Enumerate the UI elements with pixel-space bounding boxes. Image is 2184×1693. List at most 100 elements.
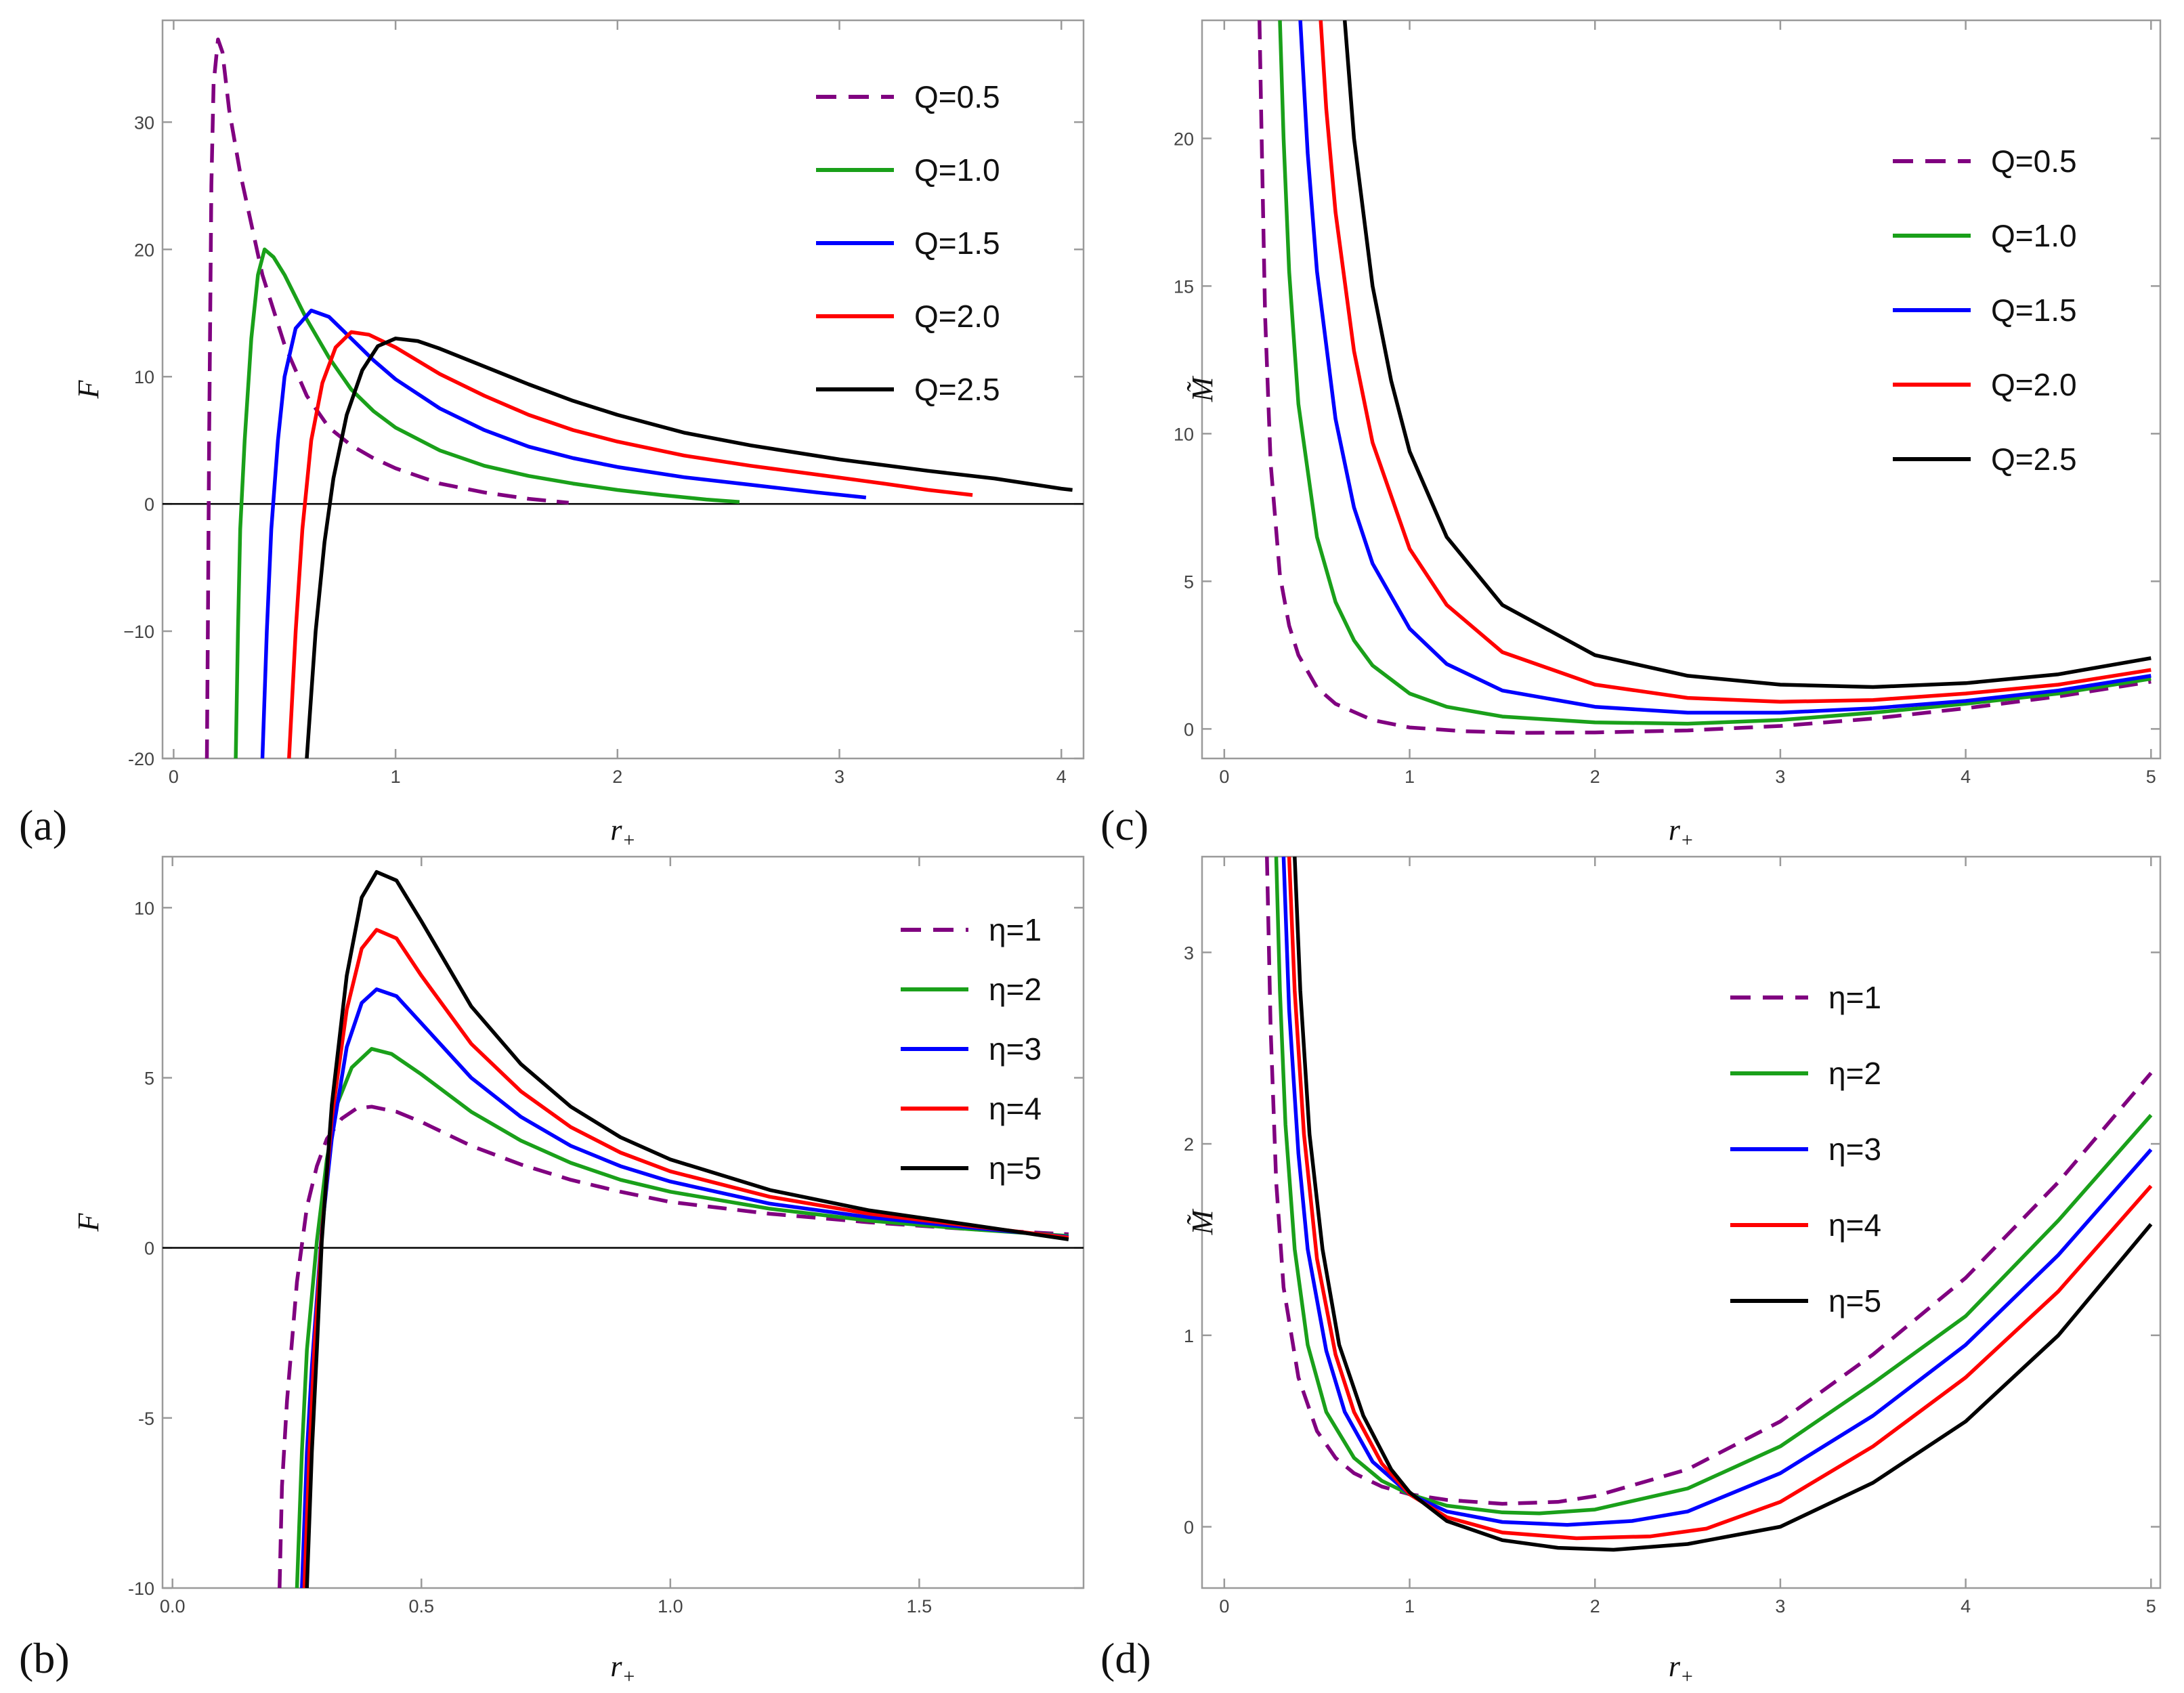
x-tick-label: 1 [391, 767, 401, 787]
y-tick-label: −10 [123, 622, 154, 642]
y-tick-label: 0 [144, 1239, 154, 1259]
y-axis-title: M̃ [1186, 375, 1219, 402]
legend: η=1 η=2 η=3 η=4 η=5 [901, 912, 1042, 1186]
x-axis-title: r+ [1669, 1650, 1694, 1688]
y-axis-title: F [72, 1212, 105, 1232]
panel-b: 0.0 0.5 1.0 1.5 -10 -5 0 5 10 η=1 η=2 η=3 η=4 η=5 r+ F (… [19, 855, 1085, 1688]
y-tick-label: -20 [128, 749, 154, 769]
y-tick-label: -10 [128, 1579, 154, 1599]
y-tick-label: -5 [138, 1409, 154, 1429]
legend-label: Q=1.5 [1991, 293, 2077, 328]
x-tick-label: 4 [1961, 767, 1971, 787]
y-axis-title: F [72, 379, 105, 399]
legend-label: Q=1.0 [1991, 218, 2077, 253]
series-line-η=3 [300, 987, 1069, 1588]
x-axis-title: r+ [610, 1650, 635, 1688]
y-tick-label: 1 [1184, 1326, 1194, 1346]
x-tick-label: 0 [1219, 767, 1229, 787]
x-tick-label: 3 [1775, 1596, 1785, 1616]
legend-label: η=5 [989, 1151, 1042, 1186]
plot-frame [1201, 19, 2162, 760]
legend-label: η=3 [1828, 1132, 1881, 1167]
panel-letter: (b) [19, 1634, 70, 1682]
panel-letter: (a) [19, 801, 67, 849]
x-tick-label: 0 [1219, 1596, 1229, 1616]
series-line-Q=2.0 [1319, 20, 2151, 704]
panel-d: 0 1 2 3 4 5 0 1 2 3 η=1 η=2 η=3 η=4 η=5 r+ M̃ (d) [1100, 855, 2162, 1688]
x-tick-label: 1 [1405, 767, 1415, 787]
x-tick-label: 0.0 [160, 1596, 186, 1616]
x-tick-label: 3 [834, 767, 844, 787]
series-line-Q=1.0 [1278, 20, 2151, 726]
series-line-Q=2.5 [1342, 20, 2151, 689]
x-tick-label: 4 [1056, 767, 1067, 787]
x-axis-title: r+ [610, 813, 635, 851]
series-line-Q=2.0 [287, 330, 973, 758]
y-axis-title: M̃ [1186, 1208, 1219, 1235]
y-tick-label: 0 [1184, 1518, 1194, 1538]
legend: Q=0.5 Q=1.0 Q=1.5 Q=2.0 Q=2.5 [816, 79, 1000, 407]
panel-a: 0 1 2 3 4-20−100102030Q=0.5Q=1.0Q=1.5Q=2.0Q=… [19, 19, 1085, 851]
y-tick-label: 15 [1174, 276, 1194, 297]
plot-frame [161, 19, 1085, 760]
series-line-η=4 [1287, 857, 2153, 1541]
x-axis-title: r+ [1669, 813, 1694, 851]
legend-label: η=4 [989, 1091, 1042, 1126]
x-tick-label: 0 [169, 767, 179, 787]
y-tick-label: 30 [134, 112, 154, 133]
series-line-η=2 [295, 1047, 1069, 1588]
series-line-η=3 [1281, 857, 2153, 1527]
legend-label: Q=0.5 [1991, 144, 2077, 179]
panel-c: 0 1 2 3 4 5 0 5 10 15 20 Q=0.5 Q=1.0 Q=1.5 Q=2.0 Q=2.5 r… [1100, 19, 2162, 851]
series-line-Q=1.5 [1298, 20, 2151, 715]
y-tick-label: 5 [1184, 572, 1194, 592]
x-tick-label: 2 [612, 767, 622, 787]
legend-label: η=4 [1828, 1207, 1881, 1243]
series-line-Q=2.5 [305, 337, 1073, 758]
legend-label: Q=1.0 [914, 152, 1000, 188]
legend-label: Q=2.5 [914, 372, 1000, 407]
y-tick-label: 20 [134, 240, 154, 260]
legend: Q=0.5 Q=1.0 Q=1.5 Q=2.0 Q=2.5 [1893, 144, 2077, 477]
legend: η=1 η=2 η=3 η=4 η=5 [1730, 980, 1881, 1319]
legend-label: η=1 [989, 912, 1042, 947]
x-tick-label: 3 [1775, 767, 1785, 787]
series-line-η=5 [305, 870, 1069, 1588]
y-tick-label: 2 [1184, 1134, 1194, 1155]
legend-label: η=5 [1828, 1283, 1881, 1319]
y-tick-label: 10 [1174, 424, 1194, 444]
series-line-Q=0.5 [1258, 20, 2151, 735]
y-tick-label: 5 [144, 1069, 154, 1089]
series-line-η=1 [278, 1105, 1069, 1588]
series-line-Q=0.5 [205, 37, 569, 758]
y-tick-label: 0 [144, 494, 154, 515]
y-tick-label: 3 [1184, 943, 1194, 963]
plot-frame [1201, 855, 2162, 1589]
panel-letter: (d) [1100, 1634, 1151, 1682]
series-line-η=1 [1265, 857, 2153, 1506]
series-line-η=5 [1293, 857, 2153, 1552]
y-tick-label: 0 [1184, 719, 1194, 740]
plot-frame [161, 855, 1085, 1589]
x-tick-label: 5 [2146, 1596, 2156, 1616]
legend-label: Q=1.5 [914, 226, 1000, 261]
legend-label: Q=2.0 [914, 299, 1000, 334]
y-tick-label: 20 [1174, 129, 1194, 149]
x-tick-label: 5 [2146, 767, 2156, 787]
legend-label: η=3 [989, 1031, 1042, 1067]
x-tick-label: 1.0 [658, 1596, 683, 1616]
series-line-Q=1.5 [260, 308, 867, 758]
x-tick-label: 0.5 [408, 1596, 434, 1616]
legend-label: η=1 [1828, 980, 1881, 1015]
series-line-η=2 [1274, 857, 2153, 1516]
x-tick-label: 2 [1590, 1596, 1600, 1616]
x-tick-label: 1.5 [907, 1596, 933, 1616]
legend-label: η=2 [1828, 1056, 1881, 1091]
legend-label: Q=0.5 [914, 79, 1000, 114]
x-tick-label: 4 [1961, 1596, 1971, 1616]
legend-label: η=2 [989, 972, 1042, 1007]
legend-label: Q=2.0 [1991, 367, 2077, 402]
y-tick-label: 10 [134, 898, 154, 918]
x-tick-label: 1 [1405, 1596, 1415, 1616]
